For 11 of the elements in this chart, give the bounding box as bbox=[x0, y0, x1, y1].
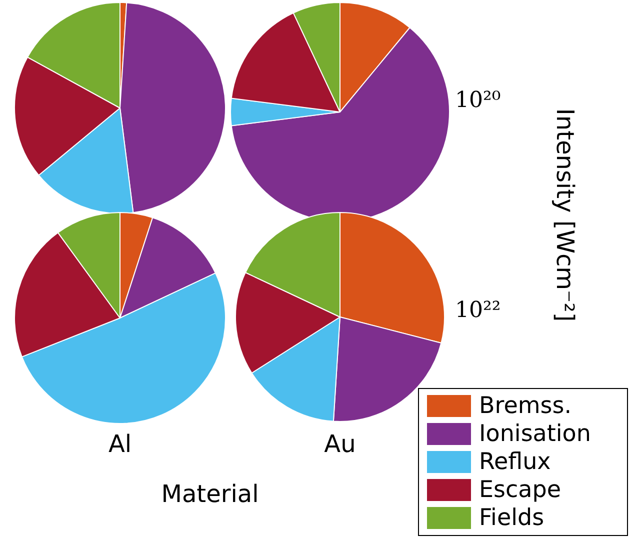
text: 10²⁰ bbox=[455, 88, 501, 113]
legend-label: Ionisation bbox=[479, 421, 591, 447]
legend-label: Fields bbox=[479, 505, 544, 531]
legend-label: Bremss. bbox=[479, 393, 572, 419]
text: Au bbox=[323, 430, 357, 458]
text: Al bbox=[107, 430, 133, 458]
text: 10²² bbox=[455, 298, 501, 323]
legend-label: Escape bbox=[479, 477, 562, 503]
text: Material bbox=[160, 480, 260, 508]
text: Intensity [Wcm⁻²] bbox=[551, 108, 579, 322]
legend-label: Reflux bbox=[479, 449, 551, 475]
